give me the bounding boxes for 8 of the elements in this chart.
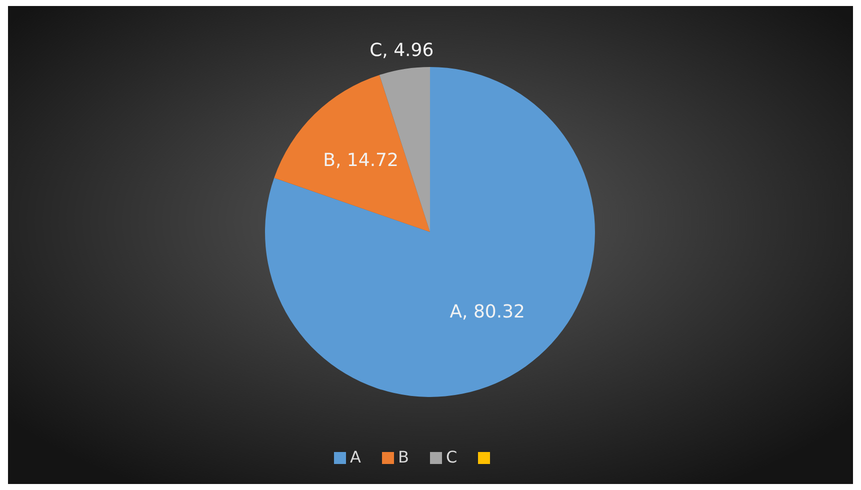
pie-slice: [274, 74, 430, 232]
data-label: C, 4.96: [370, 40, 434, 61]
legend-label: A: [350, 447, 361, 466]
pie-slice: [265, 67, 595, 397]
legend-label: C: [446, 447, 458, 466]
data-label: A, 80.32: [450, 302, 526, 323]
data-label: B, 14.72: [323, 150, 398, 172]
legend-label: B: [398, 447, 409, 466]
